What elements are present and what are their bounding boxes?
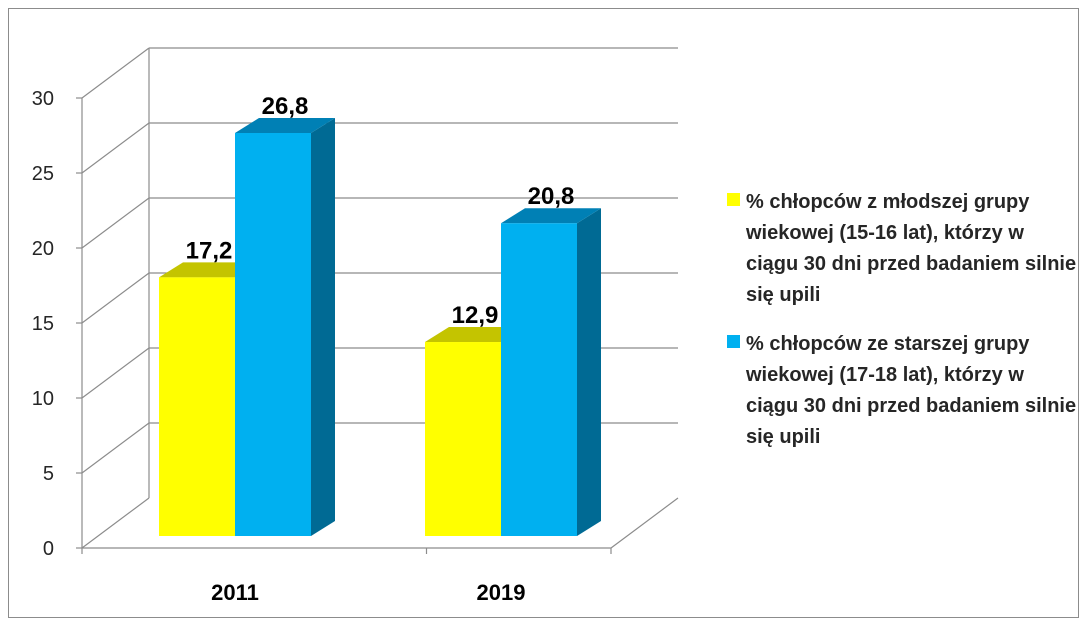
legend-swatch-series-2 (727, 335, 740, 348)
y-tick-label-10: 10 (32, 388, 54, 410)
legend: % chłopców z młodszej grupy wiekowej (15… (727, 187, 1079, 471)
bar-2011-series-2-top (235, 118, 335, 133)
gridline-diagonal-10 (81, 347, 150, 399)
category-label-2019: 2019 (477, 580, 526, 605)
y-tick-label-20: 20 (32, 238, 54, 260)
legend-label-series-2: % chłopców ze starszej grupy wiekowej (1… (746, 333, 1077, 448)
y-tick-label-5: 5 (43, 463, 54, 485)
data-labels: 17,2 26,8 12,9 20,8 (186, 93, 575, 329)
gridline-diagonal-25 (81, 122, 150, 174)
y-tick-label-0: 0 (43, 538, 54, 560)
bar-2019-series-2-side (577, 208, 601, 536)
category-label-2011: 2011 (211, 580, 259, 605)
legend-item-series-1: % chłopców z młodszej grupy wiekowej (15… (727, 187, 1079, 311)
bar-2019-series-2-top (501, 208, 601, 224)
bar-2011-series-1-top (159, 262, 259, 278)
gridline-diagonal-5 (81, 422, 150, 474)
legend-swatch-series-1 (727, 193, 740, 206)
gridline-diagonal-0 (81, 497, 150, 549)
data-label-2019-series-2: 20,8 (528, 183, 575, 210)
bar-2019-series-1 (425, 342, 501, 536)
legend-item-series-2: % chłopców ze starszej grupy wiekowej (1… (727, 329, 1079, 453)
bar-2011-series-2 (235, 133, 311, 536)
gridline-diagonal-15 (81, 272, 150, 324)
y-tick-label-15: 15 (32, 313, 54, 335)
legend-label-series-1: % chłopców z młodszej grupy wiekowej (15… (746, 191, 1077, 306)
data-label-2011-series-1: 17,2 (186, 237, 233, 264)
data-label-2019-series-1: 12,9 (452, 302, 499, 329)
bars (159, 118, 601, 536)
bar-2011-series-1 (159, 277, 235, 536)
y-tick-label-30: 30 (32, 88, 54, 110)
bar-2019-series-2 (501, 223, 577, 536)
bar-2011-series-2-side (311, 118, 335, 536)
side-wall-gridlines (81, 47, 150, 549)
data-label-2011-series-2: 26,8 (262, 93, 309, 120)
gridline-diagonal-30 (81, 47, 150, 99)
value-axis: 0 5 10 15 20 25 30 (32, 88, 612, 560)
y-tick-label-25: 25 (32, 163, 54, 185)
gridline-diagonal-20 (81, 197, 150, 249)
category-labels: 2011 2019 (211, 580, 525, 605)
bar-2019-series-1-top (425, 327, 525, 343)
